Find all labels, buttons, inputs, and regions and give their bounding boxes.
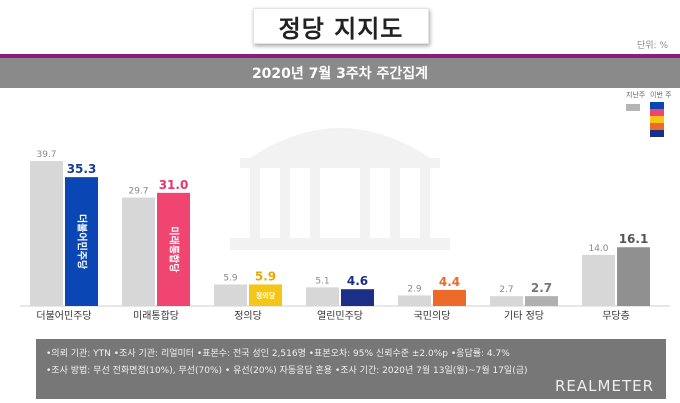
legend-current-label: 이번 주 (650, 91, 672, 99)
survey-info-box: •의뢰 기관: YTN •조사 기관: 리얼미터 •표본수: 전국 성인 2,5… (36, 339, 666, 399)
bar-current (157, 192, 190, 306)
party-logo: 미래통합당 (168, 226, 181, 273)
data-label-prev: 14.0 (588, 244, 608, 254)
bar-current (433, 289, 466, 306)
data-label-current: 35.3 (67, 162, 97, 176)
data-label-current: 31.0 (159, 178, 189, 192)
data-label-prev: 2.7 (499, 285, 513, 295)
bar-current (341, 289, 374, 306)
bar-prev (306, 287, 339, 306)
survey-info-line-2: •조사 방법: 무선 전화면접(10%), 무선(70%) • 유선(20%) … (46, 366, 528, 376)
title-area: 정당 지지도 단위: % (0, 0, 680, 52)
legend-current-swatches (650, 102, 664, 137)
data-label-current: 2.7 (531, 281, 552, 295)
unit-label: 단위: % (636, 41, 668, 51)
bar-prev (30, 161, 63, 306)
bar-chart: 39.7 35.3 더불어민주당 더불어민주당 29.7 31.0 미래통합당 미래통합당 5.… (0, 88, 680, 325)
accent-band (0, 54, 680, 58)
data-label-prev: 5.1 (315, 276, 329, 286)
data-label-current: 5.9 (255, 269, 276, 283)
bar-prev (214, 284, 247, 306)
category-label: 더불어민주당 (36, 310, 91, 322)
data-label-current: 4.6 (347, 274, 368, 288)
data-label-current: 16.1 (619, 232, 649, 246)
bar-prev (490, 296, 523, 306)
bar-prev (122, 197, 155, 306)
category-label: 열린민주당 (317, 310, 363, 322)
category-label: 국민의당 (414, 310, 451, 322)
building-watermark (230, 128, 450, 250)
legend-swatch-4 (650, 123, 664, 130)
brand-logo: REALMETER (555, 377, 654, 395)
legend-swatch-5 (650, 130, 664, 137)
party-logo: 정의당 (256, 291, 276, 300)
page-title: 정당 지지도 (253, 8, 429, 44)
data-label-prev: 29.7 (128, 187, 148, 197)
data-label-current: 4.4 (439, 275, 460, 289)
bar-current (617, 247, 650, 306)
legend-swatch-3 (650, 116, 664, 123)
survey-info-line-1: •의뢰 기관: YTN •조사 기관: 리얼미터 •표본수: 전국 성인 2,5… (46, 349, 510, 359)
category-label: 미래통합당 (133, 310, 179, 322)
chart-subtitle: 2020년 7월 3주차 주간집계 (0, 58, 680, 88)
category-label: 정의당 (234, 310, 262, 322)
category-label: 기타 정당 (504, 310, 544, 322)
bar-current (249, 284, 282, 306)
bar-current (525, 296, 558, 306)
bar-current (65, 177, 98, 306)
legend-prev-swatch (626, 104, 640, 111)
legend-prev-label: 지난주 (626, 91, 646, 99)
bar-prev (398, 295, 431, 306)
legend-swatch-1 (650, 102, 664, 109)
legend: 지난주 이번 주 (620, 90, 676, 150)
data-label-prev: 39.7 (36, 150, 56, 160)
party-logo: 더불어민주당 (76, 214, 89, 270)
bar-prev (582, 254, 615, 306)
category-label: 무당층 (602, 310, 630, 322)
data-label-prev: 2.9 (407, 284, 422, 294)
data-label-prev: 5.9 (223, 273, 238, 283)
legend-swatch-2 (650, 109, 664, 116)
